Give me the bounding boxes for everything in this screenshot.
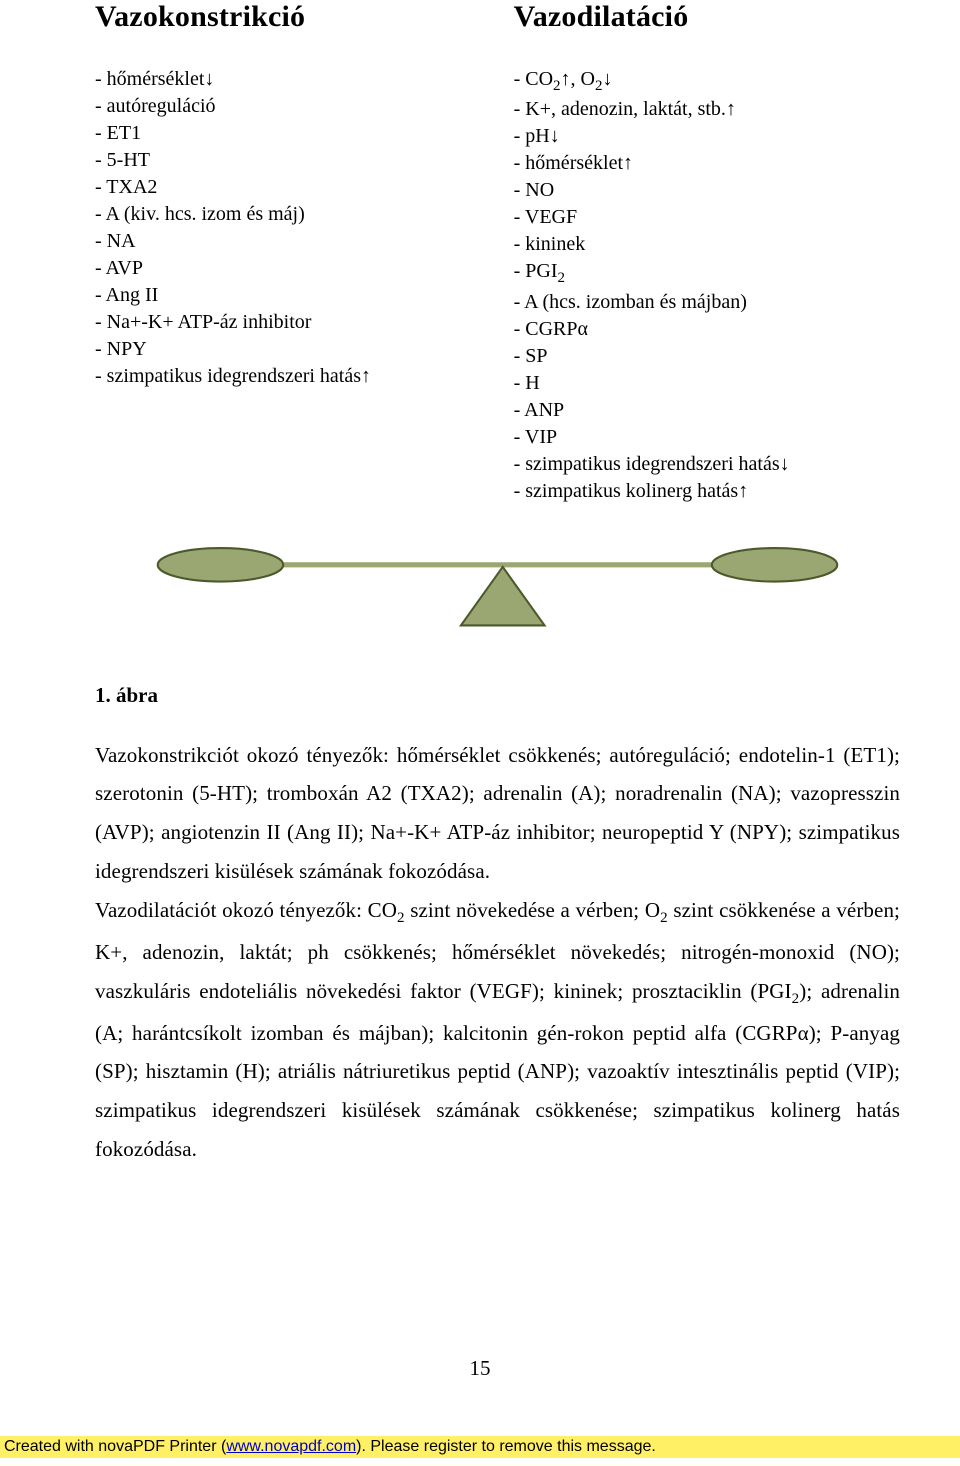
figure-caption: 1. ábra [95, 683, 900, 708]
list-item: - A (hcs. izomban és májban) [514, 289, 900, 316]
list-item: - Na+-K+ ATP-áz inhibitor [95, 309, 514, 336]
body-paragraph: Vazokonstrikciót okozó tényezők: hőmérsé… [95, 736, 900, 1169]
list-item: - Ang II [95, 282, 514, 309]
balance-diagram [95, 523, 900, 638]
list-item: - AVP [95, 255, 514, 282]
pdf-footer: Created with novaPDF Printer (www.novapd… [0, 1436, 960, 1458]
footer-post: ). Please register to remove this messag… [356, 1438, 656, 1455]
list-item: - szimpatikus idegrendszeri hatás [514, 451, 900, 478]
list-item: - szimpatikus kolinerg hatás [514, 478, 900, 505]
list-item: - kininek [514, 231, 900, 258]
left-title: Vazokonstrikció [95, 0, 514, 34]
list-item: - NPY [95, 336, 514, 363]
list-item: - K+, adenozin, laktát, stb. [514, 96, 900, 123]
left-list: - hőmérséklet- autóreguláció- ET1- 5-HT-… [95, 66, 514, 390]
list-item: - 5-HT [95, 147, 514, 174]
list-item: - VIP [514, 424, 900, 451]
list-item: - szimpatikus idegrendszeri hatás [95, 363, 514, 390]
right-title: Vazodilatáció [514, 0, 900, 34]
page-number: 15 [0, 1356, 960, 1381]
list-item: - NO [514, 177, 900, 204]
list-item: - ET1 [95, 120, 514, 147]
two-column-lists: Vazokonstrikció - hőmérséklet- autóregul… [95, 0, 900, 505]
list-item: - hőmérséklet [95, 66, 514, 93]
list-item: - CGRPα [514, 316, 900, 343]
page: Vazokonstrikció - hőmérséklet- autóregul… [0, 0, 960, 1169]
list-item: - VEGF [514, 204, 900, 231]
list-item: - SP [514, 343, 900, 370]
list-item: - H [514, 370, 900, 397]
right-list: - CO2, O2- K+, adenozin, laktát, stb.- p… [514, 66, 900, 505]
list-item: - TXA2 [95, 174, 514, 201]
list-item: - NA [95, 228, 514, 255]
footer-link[interactable]: www.novapdf.com [226, 1438, 356, 1455]
list-item: - ANP [514, 397, 900, 424]
list-item: - autóreguláció [95, 93, 514, 120]
list-item: - A (kiv. hcs. izom és máj) [95, 201, 514, 228]
list-item: - pH [514, 123, 900, 150]
list-item: - PGI2 [514, 258, 900, 288]
footer-pre: Created with novaPDF Printer ( [4, 1438, 226, 1455]
list-item: - CO2, O2 [514, 66, 900, 96]
right-column: Vazodilatáció - CO2, O2- K+, adenozin, l… [514, 0, 900, 505]
left-column: Vazokonstrikció - hőmérséklet- autóregul… [95, 0, 514, 505]
list-item: - hőmérséklet [514, 150, 900, 177]
